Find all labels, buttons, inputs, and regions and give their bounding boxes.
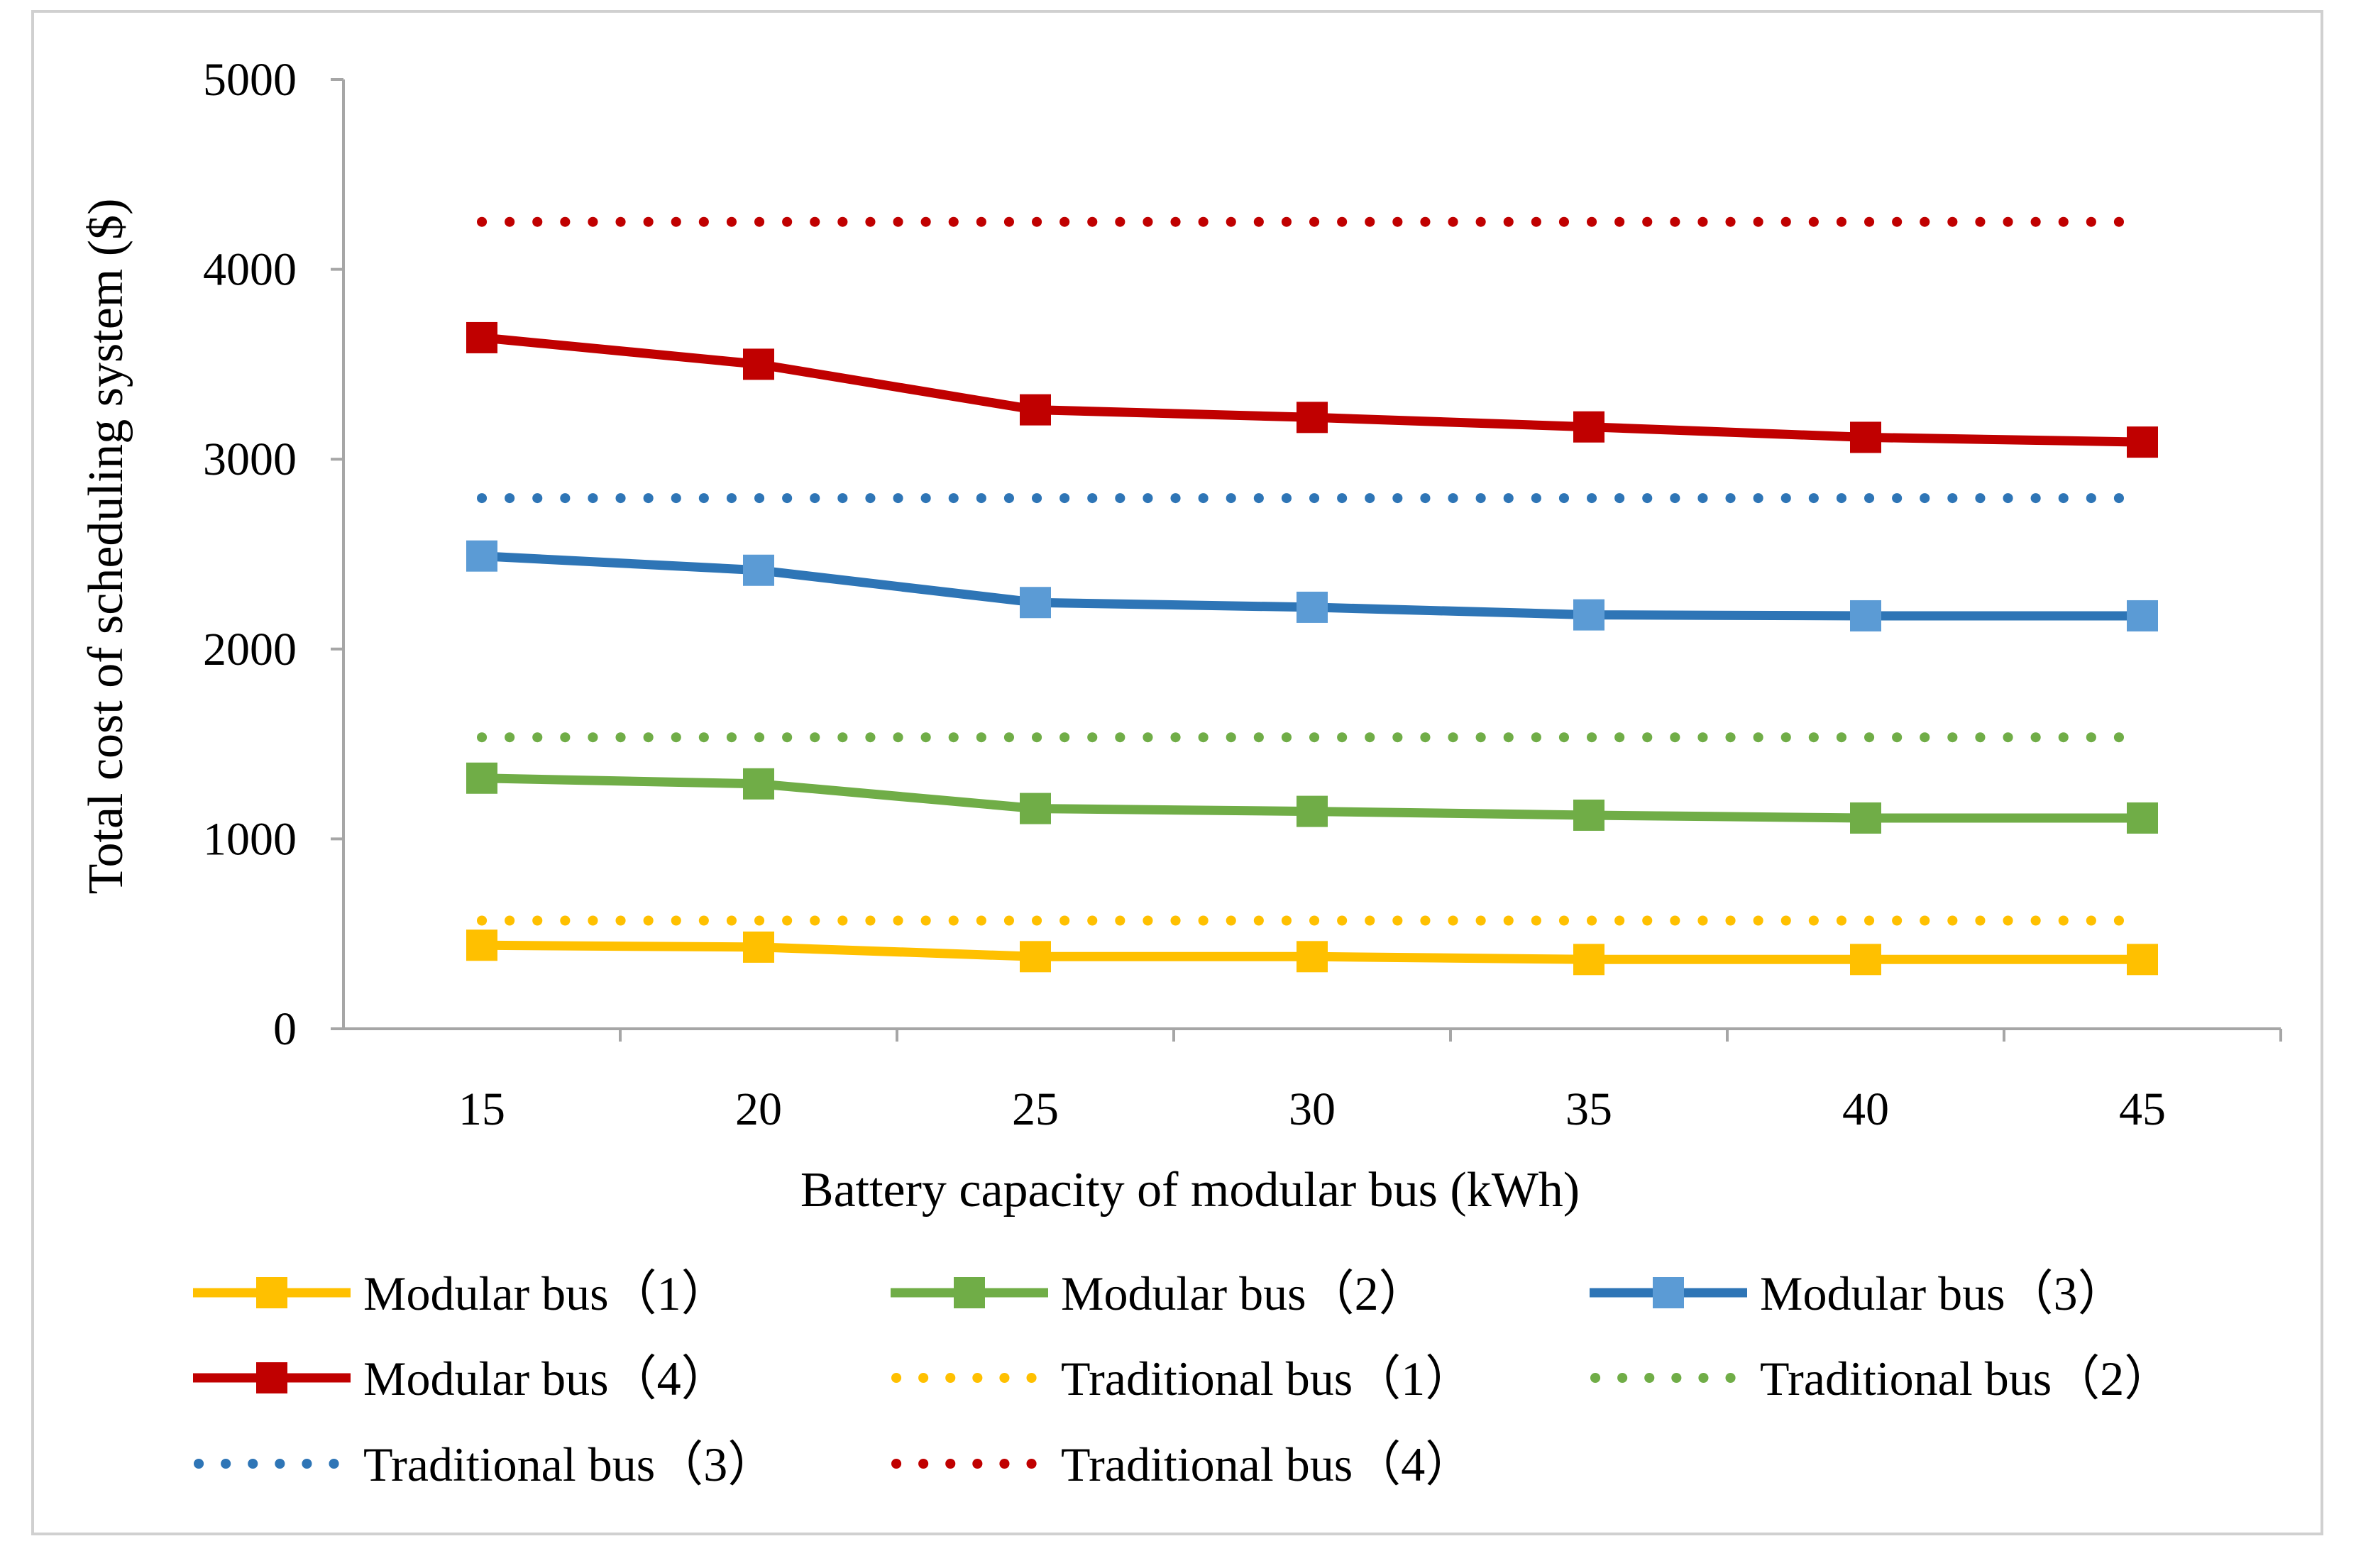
modular-bus-2-point xyxy=(1297,795,1328,827)
legend-marker-modular-bus-1 xyxy=(256,1277,287,1308)
modular-bus-2-point xyxy=(466,762,497,794)
modular-bus-2-point xyxy=(2127,802,2158,834)
modular-bus-1-point xyxy=(1573,944,1604,976)
modular-bus-4-point xyxy=(1297,402,1328,434)
modular-bus-1-point xyxy=(743,931,774,963)
modular-bus-1-point xyxy=(466,929,497,961)
modular-bus-3-point xyxy=(1297,591,1328,623)
modular-bus-4-point xyxy=(743,348,774,380)
modular-bus-4-point xyxy=(1850,421,1881,453)
x-tick-label: 35 xyxy=(1565,1083,1612,1135)
legend-marker-modular-bus-3 xyxy=(1653,1277,1684,1308)
modular-bus-1-point xyxy=(2127,944,2158,976)
y-tick-label: 4000 xyxy=(203,244,297,296)
x-tick-label: 45 xyxy=(2119,1083,2166,1135)
modular-bus-4-point xyxy=(1573,411,1604,443)
modular-bus-3-point xyxy=(743,554,774,586)
modular-bus-1-point xyxy=(1850,944,1881,976)
modular-bus-4-point xyxy=(1020,394,1051,426)
y-axis-title: Total cost of scheduling system ($) xyxy=(79,199,133,895)
modular-series-group xyxy=(466,321,2158,976)
x-tick-label: 20 xyxy=(735,1083,782,1135)
x-tick-label: 40 xyxy=(1842,1083,1889,1135)
axes: 0 1000 2000 3000 4000 5000 15 20 25 30 35 40 45 xyxy=(203,54,2282,1135)
y-tick-label: 5000 xyxy=(203,54,297,106)
x-tick-label: 15 xyxy=(458,1083,505,1135)
x-tick-label: 25 xyxy=(1012,1083,1059,1135)
modular-bus-4-point xyxy=(466,321,497,353)
x-axis-title: Battery capacity of modular bus (kWh) xyxy=(800,1163,1580,1218)
legend-marker-modular-bus-2 xyxy=(954,1277,985,1308)
modular-bus-4-point xyxy=(2127,426,2158,458)
modular-bus-3-point xyxy=(466,540,497,572)
legend-label-modular-bus-3: Modular bus（3） xyxy=(1760,1266,2126,1320)
legend-marker-modular-bus-4 xyxy=(256,1362,287,1393)
chart-frame xyxy=(31,10,2323,1535)
modular-bus-2-point xyxy=(743,768,774,800)
y-tick-label: 0 xyxy=(273,1003,297,1055)
modular-bus-2-point xyxy=(1573,799,1604,831)
modular-bus-3-point xyxy=(2127,600,2158,631)
legend: Modular bus（1） Modular bus（2） Modular bus（… xyxy=(193,1266,2172,1491)
legend-label-traditional-bus-3: Traditional bus（3） xyxy=(363,1437,776,1491)
modular-bus-3-point xyxy=(1573,599,1604,631)
legend-label-modular-bus-2: Modular bus（2） xyxy=(1061,1266,1427,1320)
modular-bus-3-point xyxy=(1850,600,1881,631)
modular-bus-2-point xyxy=(1020,793,1051,824)
legend-label-modular-bus-1: Modular bus（1） xyxy=(363,1266,730,1320)
traditional-series-group xyxy=(477,216,2147,926)
legend-label-traditional-bus-1: Traditional bus（1） xyxy=(1061,1352,1473,1406)
y-tick-label: 2000 xyxy=(203,624,297,675)
modular-bus-1-point xyxy=(1297,941,1328,973)
legend-label-modular-bus-4: Modular bus（4） xyxy=(363,1352,730,1406)
modular-bus-3-point xyxy=(1020,587,1051,619)
modular-bus-1-point xyxy=(1020,941,1051,973)
x-tick-label: 30 xyxy=(1289,1083,1336,1135)
legend-label-traditional-bus-4: Traditional bus（4） xyxy=(1061,1437,1473,1491)
modular-bus-2-point xyxy=(1850,802,1881,834)
y-tick-label: 1000 xyxy=(203,813,297,865)
legend-label-traditional-bus-2: Traditional bus（2） xyxy=(1760,1352,2172,1406)
y-tick-label: 3000 xyxy=(203,434,297,485)
